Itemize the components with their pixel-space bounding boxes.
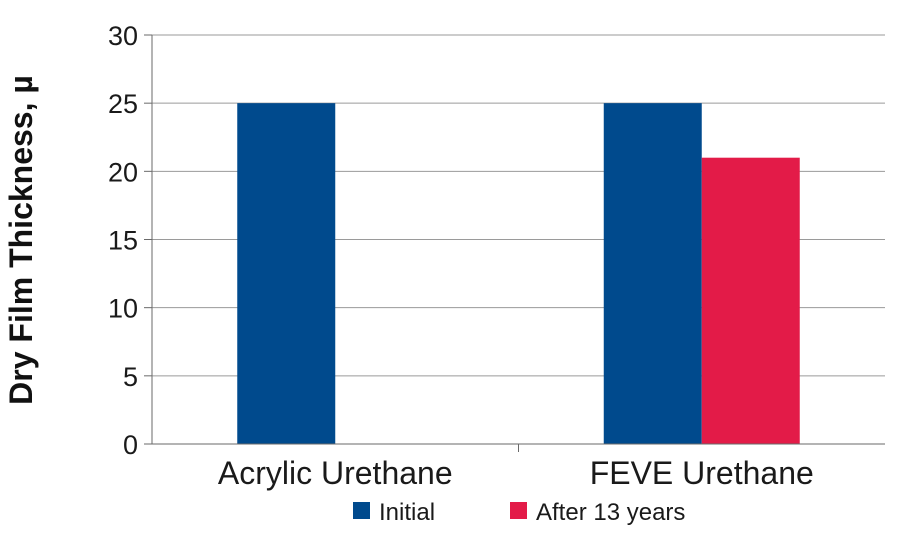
x-category-label: Acrylic Urethane — [218, 455, 453, 491]
y-axis-ticks: 0 5 10 15 20 25 30 — [108, 21, 152, 460]
y-tick-label: 30 — [108, 21, 138, 51]
bar-initial-acrylic-urethane — [237, 103, 336, 445]
legend-label: After 13 years — [536, 499, 685, 526]
bar-after-13-years-feve-urethane — [701, 157, 800, 444]
legend: Initial After 13 years — [353, 499, 685, 526]
y-tick-label: 20 — [108, 157, 138, 187]
bar-initial-feve-urethane — [603, 103, 702, 445]
y-axis-label: Dry Film Thickness, µ — [3, 75, 39, 405]
axes — [151, 35, 885, 452]
x-axis-categories: Acrylic Urethane FEVE Urethane — [218, 455, 814, 491]
y-tick-label: 5 — [123, 362, 138, 392]
x-category-label: FEVE Urethane — [590, 455, 814, 491]
y-tick-label: 25 — [108, 89, 138, 119]
legend-swatch — [510, 502, 527, 519]
y-tick-label: 10 — [108, 294, 138, 324]
y-tick-label: 0 — [123, 430, 138, 460]
legend-swatch — [353, 502, 370, 519]
legend-label: Initial — [379, 499, 435, 526]
y-tick-label: 15 — [108, 226, 138, 256]
bars — [237, 103, 800, 445]
